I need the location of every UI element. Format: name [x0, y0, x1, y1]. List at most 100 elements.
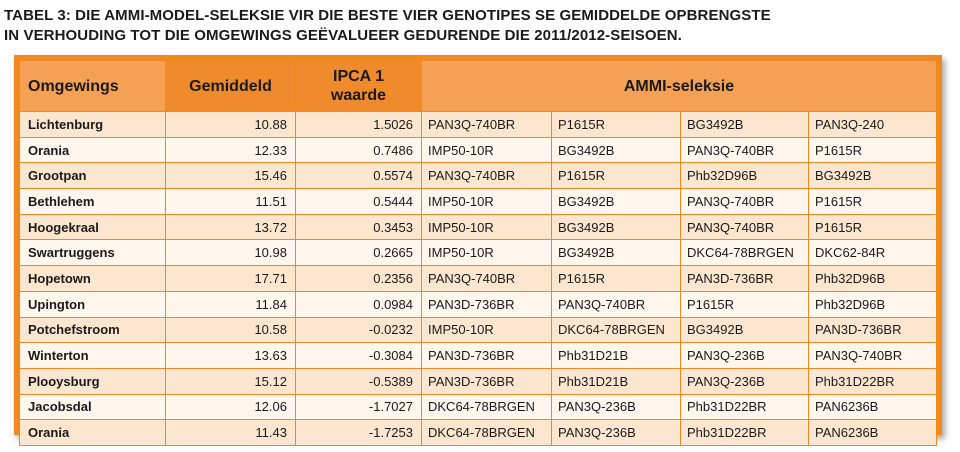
cell-genotype-3: BG3492B: [680, 316, 809, 344]
cell-gemiddeld: 11.43: [165, 419, 296, 446]
cell-genotype-1: IMP50-10R: [421, 136, 552, 164]
cell-genotype-2: BG3492B: [551, 136, 681, 164]
cell-genotype-1: IMP50-10R: [421, 239, 552, 267]
cell-genotype-1: PAN3D-736BR: [421, 290, 552, 318]
cell-omgewing: Hopetown: [19, 265, 166, 292]
cell-gemiddeld: 11.51: [165, 188, 296, 215]
cell-genotype-4: BG3492B: [807, 162, 938, 190]
cell-ipca: -1.7027: [295, 393, 422, 421]
cell-omgewing: Hoogekraal: [19, 213, 166, 241]
table-row: Bethlehem 11.51 0.5444 IMP50-10R BG3492B PAN3…: [19, 188, 938, 215]
cell-genotype-4: P1615R: [807, 188, 938, 215]
cell-genotype-2: PAN3Q-236B: [551, 419, 681, 446]
cell-genotype-1: IMP50-10R: [421, 188, 552, 215]
header-gemiddeld: Gemiddeld: [165, 60, 296, 112]
cell-omgewing: Bethlehem: [19, 188, 166, 215]
cell-ipca: 0.0984: [295, 290, 422, 318]
cell-ipca: 0.2356: [295, 265, 422, 292]
cell-genotype-4: DKC62-84R: [807, 239, 938, 267]
cell-genotype-3: PAN3Q-236B: [680, 342, 809, 369]
cell-ipca: 0.7486: [295, 136, 422, 164]
cell-gemiddeld: 10.98: [165, 239, 296, 267]
cell-ipca: -0.3084: [295, 342, 422, 369]
cell-genotype-3: Phb32D96B: [680, 162, 809, 190]
cell-gemiddeld: 11.84: [165, 290, 296, 318]
table-row: Lichtenburg 10.88 1.5026 PAN3Q-740BR P1615R B…: [19, 111, 938, 138]
cell-genotype-2: P1615R: [551, 111, 681, 138]
cell-gemiddeld: 15.46: [165, 162, 296, 190]
cell-gemiddeld: 10.88: [165, 111, 296, 138]
cell-genotype-1: PAN3Q-740BR: [421, 111, 552, 138]
cell-genotype-3: DKC64-78BRGEN: [680, 239, 809, 267]
cell-genotype-4: Phb31D22BR: [807, 367, 938, 395]
cell-ipca: 0.5444: [295, 188, 422, 215]
cell-gemiddeld: 10.58: [165, 316, 296, 344]
cell-genotype-1: IMP50-10R: [421, 213, 552, 241]
cell-genotype-3: PAN3Q-740BR: [680, 188, 809, 215]
table-row: Potchefstroom 10.58 -0.0232 IMP50-10R DKC64-…: [19, 316, 938, 344]
cell-ipca: 0.5574: [295, 162, 422, 190]
cell-genotype-1: PAN3D-736BR: [421, 367, 552, 395]
cell-genotype-2: PAN3Q-740BR: [551, 290, 681, 318]
cell-ipca: 0.2665: [295, 239, 422, 267]
cell-gemiddeld: 15.12: [165, 367, 296, 395]
cell-genotype-3: PAN3D-736BR: [680, 265, 809, 292]
table-row: Hopetown 17.71 0.2356 PAN3Q-740BR P1615R PAN3…: [19, 265, 938, 292]
cell-omgewing: Lichtenburg: [19, 111, 166, 138]
cell-genotype-2: P1615R: [551, 265, 681, 292]
table-row: Grootpan 15.46 0.5574 PAN3Q-740BR P1615R Phb3…: [19, 162, 938, 190]
cell-omgewing: Potchefstroom: [19, 316, 166, 344]
cell-gemiddeld: 17.71: [165, 265, 296, 292]
table-row: Upington 11.84 0.0984 PAN3D-736BR PAN3Q-740B…: [19, 290, 938, 318]
cell-ipca: 0.3453: [295, 213, 422, 241]
cell-genotype-4: PAN6236B: [807, 419, 938, 446]
header-ipca-line-1: IPCA 1: [333, 68, 384, 85]
cell-genotype-3: PAN3Q-236B: [680, 367, 809, 395]
cell-genotype-2: BG3492B: [551, 188, 681, 215]
cell-genotype-4: PAN6236B: [807, 393, 938, 421]
table-row: Jacobsdal 12.06 -1.7027 DKC64-78BRGEN PAN3Q-…: [19, 393, 938, 421]
table-body: Lichtenburg 10.88 1.5026 PAN3Q-740BR P1615R B…: [19, 111, 938, 446]
cell-ipca: -1.7253: [295, 419, 422, 446]
cell-genotype-4: PAN3D-736BR: [807, 316, 938, 344]
cell-genotype-2: PAN3Q-236B: [551, 393, 681, 421]
table-row: Plooysburg 15.12 -0.5389 PAN3D-736BR Phb31D2…: [19, 367, 938, 395]
cell-genotype-3: PAN3Q-740BR: [680, 136, 809, 164]
cell-genotype-1: IMP50-10R: [421, 316, 552, 344]
cell-genotype-1: DKC64-78BRGEN: [421, 393, 552, 421]
table-row: Hoogekraal 13.72 0.3453 IMP50-10R BG3492B PAN…: [19, 213, 938, 241]
cell-genotype-2: Phb31D21B: [551, 342, 681, 369]
cell-ipca: -0.0232: [295, 316, 422, 344]
table-row: Swartruggens 10.98 0.2665 IMP50-10R BG3492B D…: [19, 239, 938, 267]
cell-genotype-4: PAN3Q-240: [807, 111, 938, 138]
cell-genotype-1: PAN3Q-740BR: [421, 265, 552, 292]
table-row: Orania 12.33 0.7486 IMP50-10R BG3492B PAN3Q-7…: [19, 136, 938, 164]
cell-genotype-3: BG3492B: [680, 111, 809, 138]
cell-genotype-1: PAN3Q-740BR: [421, 162, 552, 190]
cell-gemiddeld: 12.33: [165, 136, 296, 164]
cell-genotype-3: Phb31D22BR: [680, 419, 809, 446]
ammi-table: Omgewings Gemiddeld IPCA 1 waarde AMMI-s…: [19, 60, 938, 446]
header-ipca-line-2: waarde: [330, 87, 387, 104]
cell-genotype-3: P1615R: [680, 290, 809, 318]
cell-gemiddeld: 12.06: [165, 393, 296, 421]
cell-genotype-1: PAN3D-736BR: [421, 342, 552, 369]
header-omgewings: Omgewings: [19, 60, 166, 112]
table-frame: Omgewings Gemiddeld IPCA 1 waarde AMMI-s…: [14, 55, 942, 446]
caption-line-1: TABEL 3: DIE AMMI-MODEL-SELEKSIE VIR DIE…: [4, 7, 771, 24]
cell-omgewing: Winterton: [19, 342, 166, 369]
cell-omgewing: Grootpan: [19, 162, 166, 190]
caption-line-2: IN VERHOUDING TOT DIE OMGEWINGS GEËVALUE…: [4, 27, 682, 44]
header-ammi-seleksie: AMMI-seleksie: [420, 60, 938, 112]
cell-genotype-4: P1615R: [807, 136, 938, 164]
cell-genotype-2: BG3492B: [551, 213, 681, 241]
cell-omgewing: Jacobsdal: [19, 393, 166, 421]
cell-gemiddeld: 13.63: [165, 342, 296, 369]
cell-ipca: -0.5389: [295, 367, 422, 395]
cell-genotype-3: Phb31D22BR: [680, 393, 809, 421]
header-row: Omgewings Gemiddeld IPCA 1 waarde AMMI-s…: [19, 60, 938, 112]
cell-genotype-2: BG3492B: [551, 239, 681, 267]
cell-genotype-2: DKC64-78BRGEN: [551, 316, 681, 344]
cell-gemiddeld: 13.72: [165, 213, 296, 241]
cell-genotype-2: P1615R: [551, 162, 681, 190]
